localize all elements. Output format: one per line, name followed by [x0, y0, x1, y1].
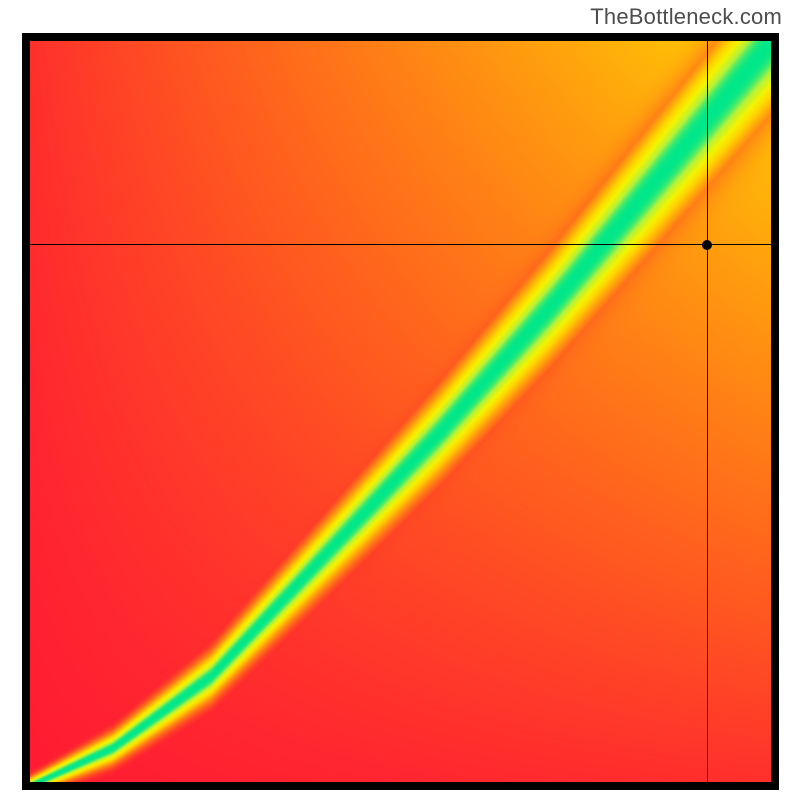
crosshair-vertical	[707, 33, 708, 790]
watermark-text: TheBottleneck.com	[590, 4, 782, 30]
crosshair-marker	[702, 240, 712, 250]
crosshair-horizontal	[22, 244, 779, 245]
heatmap-canvas	[22, 33, 779, 790]
chart-container: TheBottleneck.com	[0, 0, 800, 800]
